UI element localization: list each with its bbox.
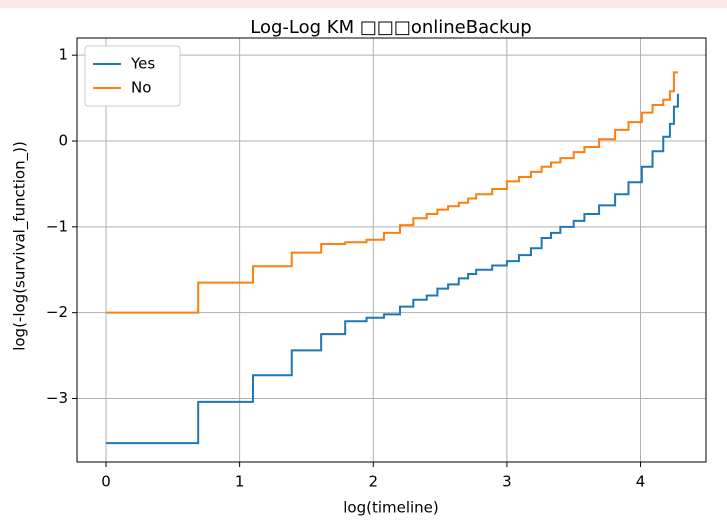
x-tick-label: 0 [101,473,111,491]
x-tick-label: 2 [368,473,378,491]
chart-title: Log-Log KM □□□onlineBackup [250,17,531,38]
legend-box [84,45,181,107]
top-strip [0,0,727,8]
x-axis-label: log(timeline) [343,499,439,517]
y-tick-label: 1 [58,46,68,64]
y-tick-label: 0 [58,131,68,149]
x-tick-label: 3 [502,473,512,491]
y-axis-label: log(-log(survival_function_)) [11,141,30,351]
plot-frame [76,37,707,463]
step-line [105,71,678,314]
legend-label: No [131,79,151,97]
y-tick-label: −1 [46,217,68,235]
y-tick-label: −3 [46,389,68,407]
y-tick-label: −2 [46,303,68,321]
step-line [105,93,679,445]
x-tick-label: 1 [235,473,245,491]
x-tick-label: 4 [636,473,646,491]
legend-label: Yes [130,55,155,73]
